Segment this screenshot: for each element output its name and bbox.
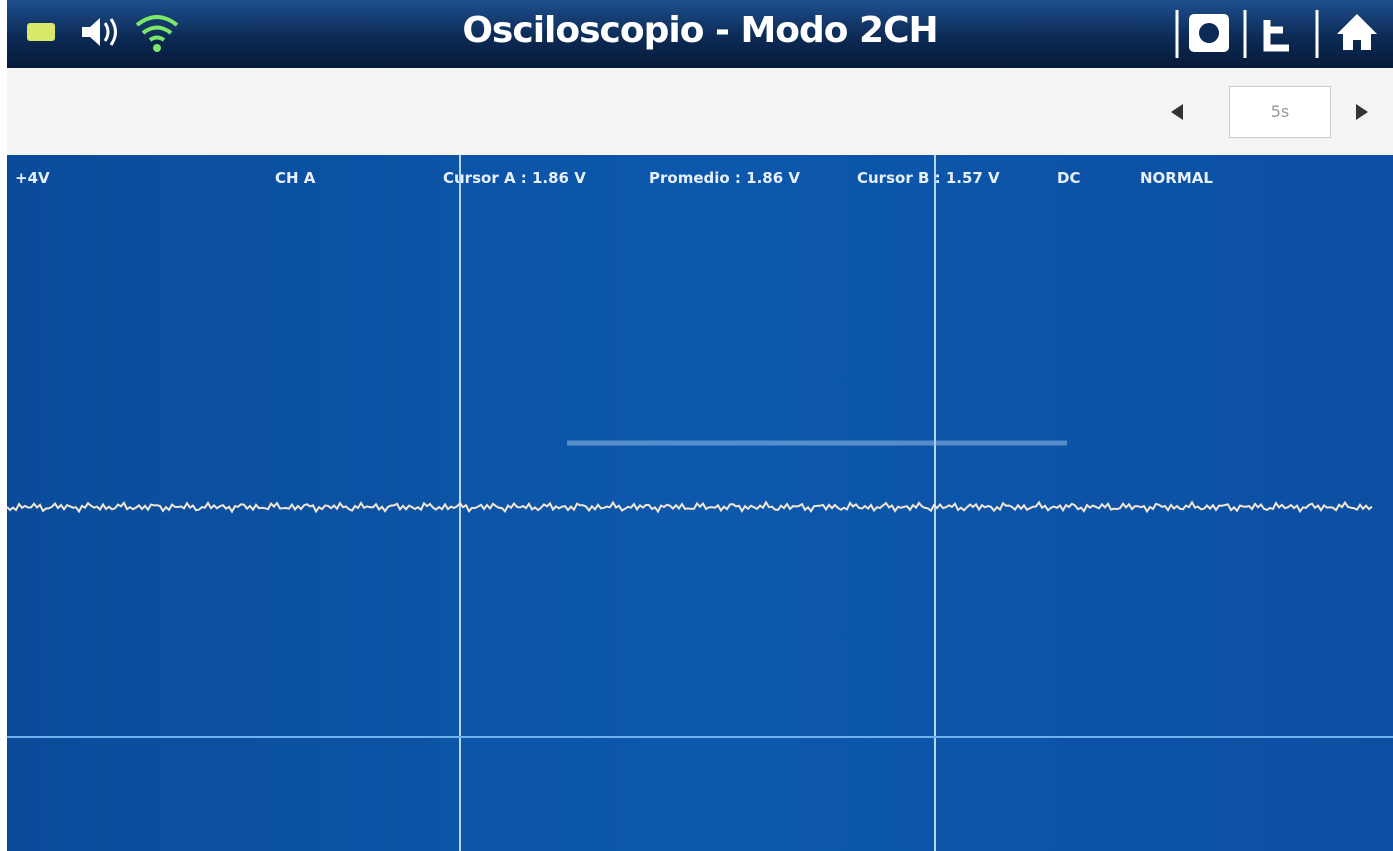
next-button[interactable] (1342, 92, 1382, 132)
signal-trace (7, 502, 1372, 511)
screenshot-button[interactable] (1189, 14, 1229, 52)
home-button[interactable] (1337, 14, 1377, 50)
toolbar: 5s (7, 68, 1393, 155)
scope-screen: +4V CH A Cursor A : 1.86 V Promedio : 1.… (7, 155, 1393, 851)
top-buttons (1167, 0, 1393, 68)
title-bar: Osciloscopio - Modo 2CH (7, 0, 1393, 68)
oscilloscope-app: Osciloscopio - Modo 2CH 5s +4V CH A Curs… (0, 0, 1393, 851)
timebase-field[interactable]: 5s (1229, 86, 1331, 138)
prev-button[interactable] (1157, 92, 1197, 132)
back-button[interactable] (1267, 20, 1289, 48)
waveform-area (7, 155, 1393, 851)
